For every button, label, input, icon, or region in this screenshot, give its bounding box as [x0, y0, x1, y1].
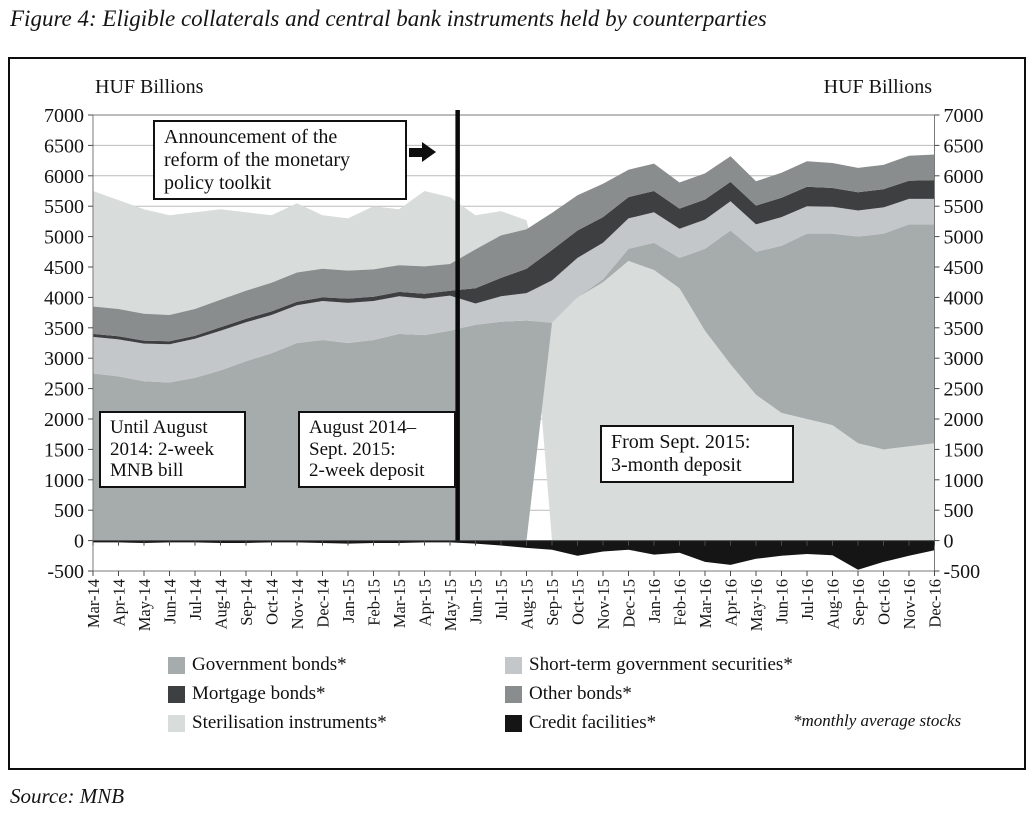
- legend-item-sterilisation-instruments: Sterilisation instruments*: [168, 712, 505, 734]
- legend-swatch-short-term-government-securities: [505, 656, 522, 674]
- annotation-line: reform of the monetary: [164, 148, 351, 171]
- annotation-line: August 2014–: [309, 417, 417, 438]
- annotation-line: 2014: 2-week: [110, 438, 214, 460]
- right-arrow-icon: [409, 142, 436, 162]
- annotation-line: From Sept. 2015:: [611, 431, 751, 453]
- arrow-shaft: [409, 147, 422, 157]
- source-note: Source: MNB: [10, 784, 125, 808]
- annotation-line: 2-week deposit: [309, 460, 425, 482]
- y-axis-title-left: HUF Billions: [95, 76, 204, 98]
- annotation-line: 3-month deposit: [611, 453, 742, 476]
- legend-label: Sterilisation instruments*: [192, 712, 387, 733]
- legend-swatch-sterilisation-instruments: [168, 714, 185, 732]
- legend-item-credit-facilities: Credit facilities*: [505, 712, 935, 734]
- legend-label: Credit facilities*: [529, 712, 657, 733]
- y-axis-title-right: HUF Billions: [823, 76, 932, 98]
- legend-item-short-term-government-securities: Short-term government securities*: [505, 654, 935, 676]
- legend-label: Short-term government securities*: [529, 654, 793, 675]
- legend-swatch-credit-facilities: [505, 714, 522, 732]
- legend-label: Government bonds*: [192, 654, 347, 675]
- legend-swatch-other-bonds: [505, 685, 522, 703]
- annotation-line: MNB bill: [110, 460, 184, 482]
- chart-legend: Government bonds* Short-term government …: [168, 654, 935, 734]
- legend-item-government-bonds: Government bonds*: [168, 654, 505, 676]
- annotation-line: policy toolkit: [164, 171, 272, 194]
- legend-label: Mortgage bonds*: [192, 683, 326, 704]
- annotation-box-2week-mnb-bill: Until August 2014: 2-week MNB bill: [99, 411, 246, 488]
- legend-footnote: *monthly average stocks: [793, 711, 962, 730]
- arrow-head: [422, 142, 436, 162]
- legend-swatch-government-bonds: [168, 656, 185, 674]
- annotation-line: Sept. 2015:: [309, 438, 396, 460]
- annotation-box-3month-deposit: From Sept. 2015: 3-month deposit: [600, 425, 794, 483]
- annotation-line: Until August: [110, 417, 208, 438]
- annotation-line: Announcement of the: [164, 126, 338, 148]
- legend-item-other-bonds: Other bonds*: [505, 683, 935, 705]
- legend-swatch-mortgage-bonds: [168, 685, 185, 703]
- figure-title: Figure 4: Eligible collaterals and centr…: [10, 6, 767, 31]
- annotation-box-announcement: Announcement of the reform of the moneta…: [153, 120, 407, 201]
- annotation-box-2week-deposit: August 2014– Sept. 2015: 2-week deposit: [298, 411, 456, 488]
- legend-label: Other bonds*: [529, 683, 632, 704]
- legend-item-mortgage-bonds: Mortgage bonds*: [168, 683, 505, 705]
